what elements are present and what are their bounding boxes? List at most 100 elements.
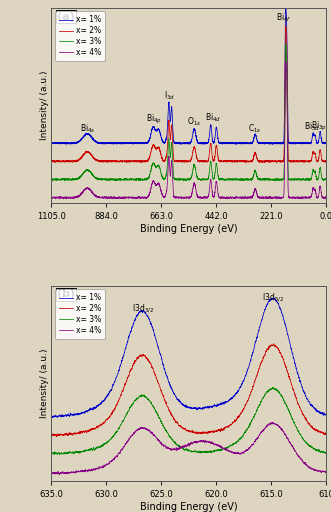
x= 2% [284, 23, 288, 29]
x= 1% [149, 131, 153, 137]
x= 3% [224, 176, 228, 182]
x= 1% [329, 412, 331, 418]
x= 1% [224, 140, 228, 146]
x= 4% [268, 195, 272, 201]
x= 4% [72, 469, 76, 475]
Text: Bi$_{5d}$: Bi$_{5d}$ [304, 120, 320, 133]
x= 2% [224, 158, 228, 164]
x= 3% [49, 177, 53, 183]
Line: x= 3%: x= 3% [51, 44, 326, 181]
x= 1% [90, 406, 94, 412]
x= 3% [212, 176, 216, 182]
Line: x= 1%: x= 1% [51, 8, 326, 144]
x= 2% [55, 434, 59, 440]
Legend: x= 1%, x= 2%, x= 3%, x= 4%: x= 1%, x= 2%, x= 3%, x= 4% [55, 289, 105, 339]
x= 3% [134, 178, 138, 184]
x= 1% [212, 139, 216, 145]
Y-axis label: Intensity/ (a.u.): Intensity/ (a.u.) [39, 349, 49, 418]
x= 2% [272, 340, 276, 347]
x= 1% [63, 140, 67, 146]
X-axis label: Binding Energy (eV): Binding Energy (eV) [140, 502, 237, 512]
x= 2% [149, 150, 153, 156]
x= 1% [38, 415, 42, 421]
x= 1% [152, 331, 156, 337]
Text: (a): (a) [57, 12, 74, 22]
x= 4% [329, 470, 331, 476]
x= 3% [324, 177, 328, 183]
Text: I3d$_{5/2}$: I3d$_{5/2}$ [262, 291, 284, 304]
x= 3% [90, 445, 94, 452]
Line: x= 2%: x= 2% [51, 26, 326, 163]
x= 3% [268, 176, 272, 182]
x= 1% [268, 140, 272, 146]
x= 3% [152, 405, 156, 411]
x= 1% [284, 5, 288, 11]
Text: O$_{1s}$: O$_{1s}$ [187, 116, 201, 128]
x= 1% [49, 141, 53, 147]
x= 2% [72, 430, 76, 436]
Text: Bi$_{4d}$: Bi$_{4d}$ [205, 111, 221, 124]
x= 4% [284, 59, 288, 66]
x= 4% [63, 195, 67, 201]
x= 1% [324, 140, 328, 146]
x= 4% [212, 193, 216, 199]
x= 2% [152, 369, 156, 375]
x= 3% [45, 452, 49, 458]
Text: I$_{3d}$: I$_{3d}$ [164, 90, 175, 102]
Line: x= 1%: x= 1% [40, 298, 331, 419]
Text: Bi$_{4p}$: Bi$_{4p}$ [146, 113, 162, 126]
x= 2% [268, 158, 272, 164]
x= 2% [263, 160, 267, 166]
x= 1% [165, 373, 169, 379]
x= 3% [72, 451, 76, 457]
x= 3% [284, 41, 288, 47]
Text: Bi$_{3p}$: Bi$_{3p}$ [311, 120, 327, 133]
x= 3% [298, 431, 302, 437]
x= 4% [49, 195, 53, 201]
x= 4% [271, 419, 275, 425]
x= 2% [298, 403, 302, 410]
x= 3% [253, 168, 257, 174]
x= 2% [38, 432, 42, 438]
x= 2% [63, 158, 67, 164]
x= 3% [272, 385, 276, 391]
x= 4% [62, 196, 66, 202]
x= 4% [224, 196, 228, 202]
Line: x= 4%: x= 4% [51, 62, 326, 199]
x= 4% [297, 455, 301, 461]
Line: x= 3%: x= 3% [40, 388, 331, 455]
x= 1% [298, 376, 302, 382]
Text: I3d$_{3/2}$: I3d$_{3/2}$ [131, 303, 154, 315]
x= 2% [329, 431, 331, 437]
x= 4% [324, 195, 328, 201]
Line: x= 4%: x= 4% [40, 422, 331, 475]
x= 2% [253, 150, 257, 156]
x= 4% [253, 185, 257, 191]
x= 4% [152, 432, 156, 438]
x= 2% [324, 159, 328, 165]
x= 4% [165, 444, 169, 450]
Text: Bi$_{4f}$: Bi$_{4f}$ [276, 11, 291, 24]
x= 1% [253, 132, 257, 138]
x= 2% [49, 159, 53, 165]
x= 4% [38, 472, 42, 478]
x= 1% [270, 141, 274, 147]
Y-axis label: Intensity/ (a.u.): Intensity/ (a.u.) [39, 71, 49, 140]
x= 3% [63, 176, 67, 182]
Line: x= 2%: x= 2% [40, 344, 331, 437]
x= 2% [90, 426, 94, 433]
x= 3% [149, 167, 153, 174]
Text: Bi$_{4s}$: Bi$_{4s}$ [79, 123, 95, 135]
Text: (b): (b) [57, 289, 75, 300]
x= 2% [165, 402, 169, 409]
x= 3% [165, 430, 169, 436]
Text: C$_{1s}$: C$_{1s}$ [249, 122, 262, 135]
x= 3% [38, 451, 42, 457]
x= 4% [149, 186, 153, 193]
x= 1% [48, 416, 52, 422]
x= 4% [90, 466, 94, 473]
Legend: x= 1%, x= 2%, x= 3%, x= 4%: x= 1%, x= 2%, x= 3%, x= 4% [55, 11, 105, 61]
x= 3% [329, 450, 331, 456]
X-axis label: Binding Energy (eV): Binding Energy (eV) [140, 224, 237, 234]
x= 1% [270, 295, 274, 301]
